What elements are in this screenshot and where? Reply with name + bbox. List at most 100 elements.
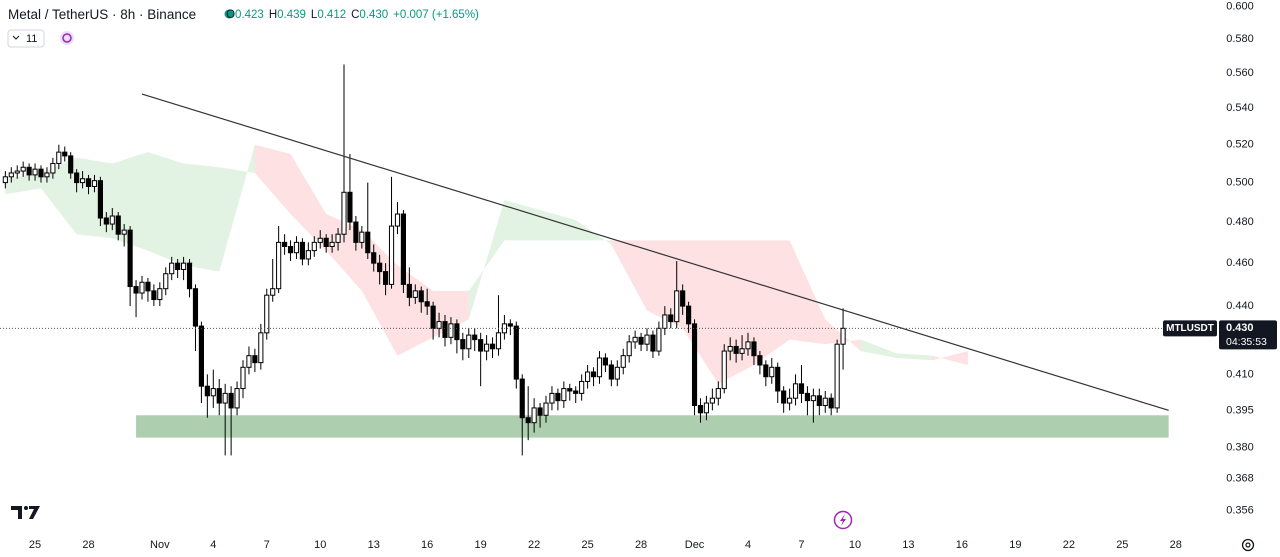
candle-body [127, 229, 133, 288]
cloud-segment [825, 319, 861, 352]
y-tick-label: 0.560 [1226, 67, 1254, 79]
cloud-segment [932, 351, 968, 365]
candle-body [638, 336, 644, 345]
candle-body [115, 215, 121, 235]
cloud-segment [40, 157, 77, 235]
candle-body [650, 334, 656, 352]
y-tick-label: 0.380 [1226, 442, 1254, 454]
candle-body [347, 191, 353, 223]
candle-body [264, 294, 270, 334]
candle-body [282, 241, 288, 248]
candle-body [341, 191, 347, 235]
candle-body [62, 151, 68, 157]
candle-body [377, 262, 383, 273]
alert-icon[interactable] [833, 510, 853, 530]
candle-body [460, 339, 466, 350]
x-tick-label: 10 [849, 539, 861, 551]
support-zone [136, 415, 1169, 438]
y-tick-label: 0.520 [1226, 139, 1254, 151]
x-tick-label: 28 [1170, 539, 1182, 551]
candle-body [816, 395, 822, 406]
candle-body [507, 323, 513, 327]
y-tick-label: 0.540 [1226, 102, 1254, 114]
candle-body [293, 241, 300, 254]
candle-body [68, 155, 74, 174]
candle-body [579, 380, 585, 394]
cloud-segment [468, 200, 505, 320]
cloud-segment [112, 152, 148, 251]
indicator-count: 11 [26, 33, 37, 45]
x-tick-label: 7 [264, 539, 270, 551]
candle-body [590, 371, 597, 378]
candle-body [359, 231, 365, 243]
candle-body [181, 262, 187, 270]
candle-body [103, 217, 109, 225]
x-tick-label: 25 [581, 539, 593, 551]
y-tick-label: 0.460 [1226, 257, 1254, 269]
candle-body [80, 178, 86, 184]
cloud-segment [611, 240, 648, 311]
candle-body [525, 417, 531, 424]
refresh-icon[interactable] [60, 31, 74, 45]
candle-body [573, 390, 579, 394]
candle-body [787, 397, 793, 404]
cloud-segment [147, 152, 184, 266]
candle-body [175, 262, 181, 270]
y-tick-label: 0.410 [1226, 368, 1254, 380]
symbol-tag-bg [1163, 320, 1217, 337]
cloud-segment [361, 230, 398, 356]
candle-body [139, 281, 145, 294]
cloud-segment [183, 163, 220, 272]
candle-body [686, 305, 692, 325]
candle-body [834, 343, 840, 409]
candle-body [157, 288, 163, 301]
ohlc-name: C [351, 9, 359, 21]
x-tick-label: 22 [528, 539, 540, 551]
candle-body [2, 176, 8, 184]
overlay: 11 Metal / TetherUS · 8h · Binance O0.423… [7, 7, 1255, 552]
cloud-segment [682, 240, 719, 384]
candle-body [121, 229, 127, 235]
candle-body [454, 323, 460, 341]
candle-body [276, 241, 282, 290]
candle-body [270, 288, 276, 296]
candle-body [353, 221, 359, 243]
candle-body [602, 357, 608, 366]
symbol-title: Metal / TetherUS · 8h · Binance [8, 7, 196, 22]
candle-body [763, 364, 769, 378]
candle-body [798, 383, 805, 394]
x-tick-label: 28 [635, 539, 647, 551]
price-tag: 0.430 [1226, 322, 1254, 334]
candle-body [697, 404, 704, 414]
cloud-segment [76, 157, 113, 239]
x-tick-label: 19 [1009, 539, 1021, 551]
x-tick-label: 10 [314, 539, 326, 551]
y-tick-label: 0.440 [1226, 300, 1254, 312]
candle-body [596, 357, 603, 378]
cloud-segment [860, 339, 897, 358]
ohlc-value: 0.439 [277, 9, 306, 21]
candle-body [287, 246, 294, 254]
candle-body [252, 355, 258, 364]
settings-icon[interactable] [1241, 538, 1255, 552]
x-tick-label: 16 [421, 539, 433, 551]
candle-body [466, 334, 472, 350]
candle-body [412, 290, 418, 298]
candle-body [668, 314, 674, 323]
x-tick-label: 13 [902, 539, 914, 551]
cloud-segment [540, 210, 576, 241]
cloud-segment [219, 144, 255, 272]
candle-body [674, 290, 680, 323]
candle-body [234, 388, 240, 409]
candle-body [204, 385, 210, 397]
candle-body [335, 233, 341, 243]
candle-body [394, 213, 401, 227]
candle-body [733, 345, 739, 354]
candle-body [644, 334, 650, 345]
cloud-segment [5, 172, 41, 195]
candle-body [371, 252, 377, 264]
candle-body [228, 392, 234, 409]
indicator-toggle[interactable] [7, 29, 45, 48]
candle-body [365, 231, 371, 254]
